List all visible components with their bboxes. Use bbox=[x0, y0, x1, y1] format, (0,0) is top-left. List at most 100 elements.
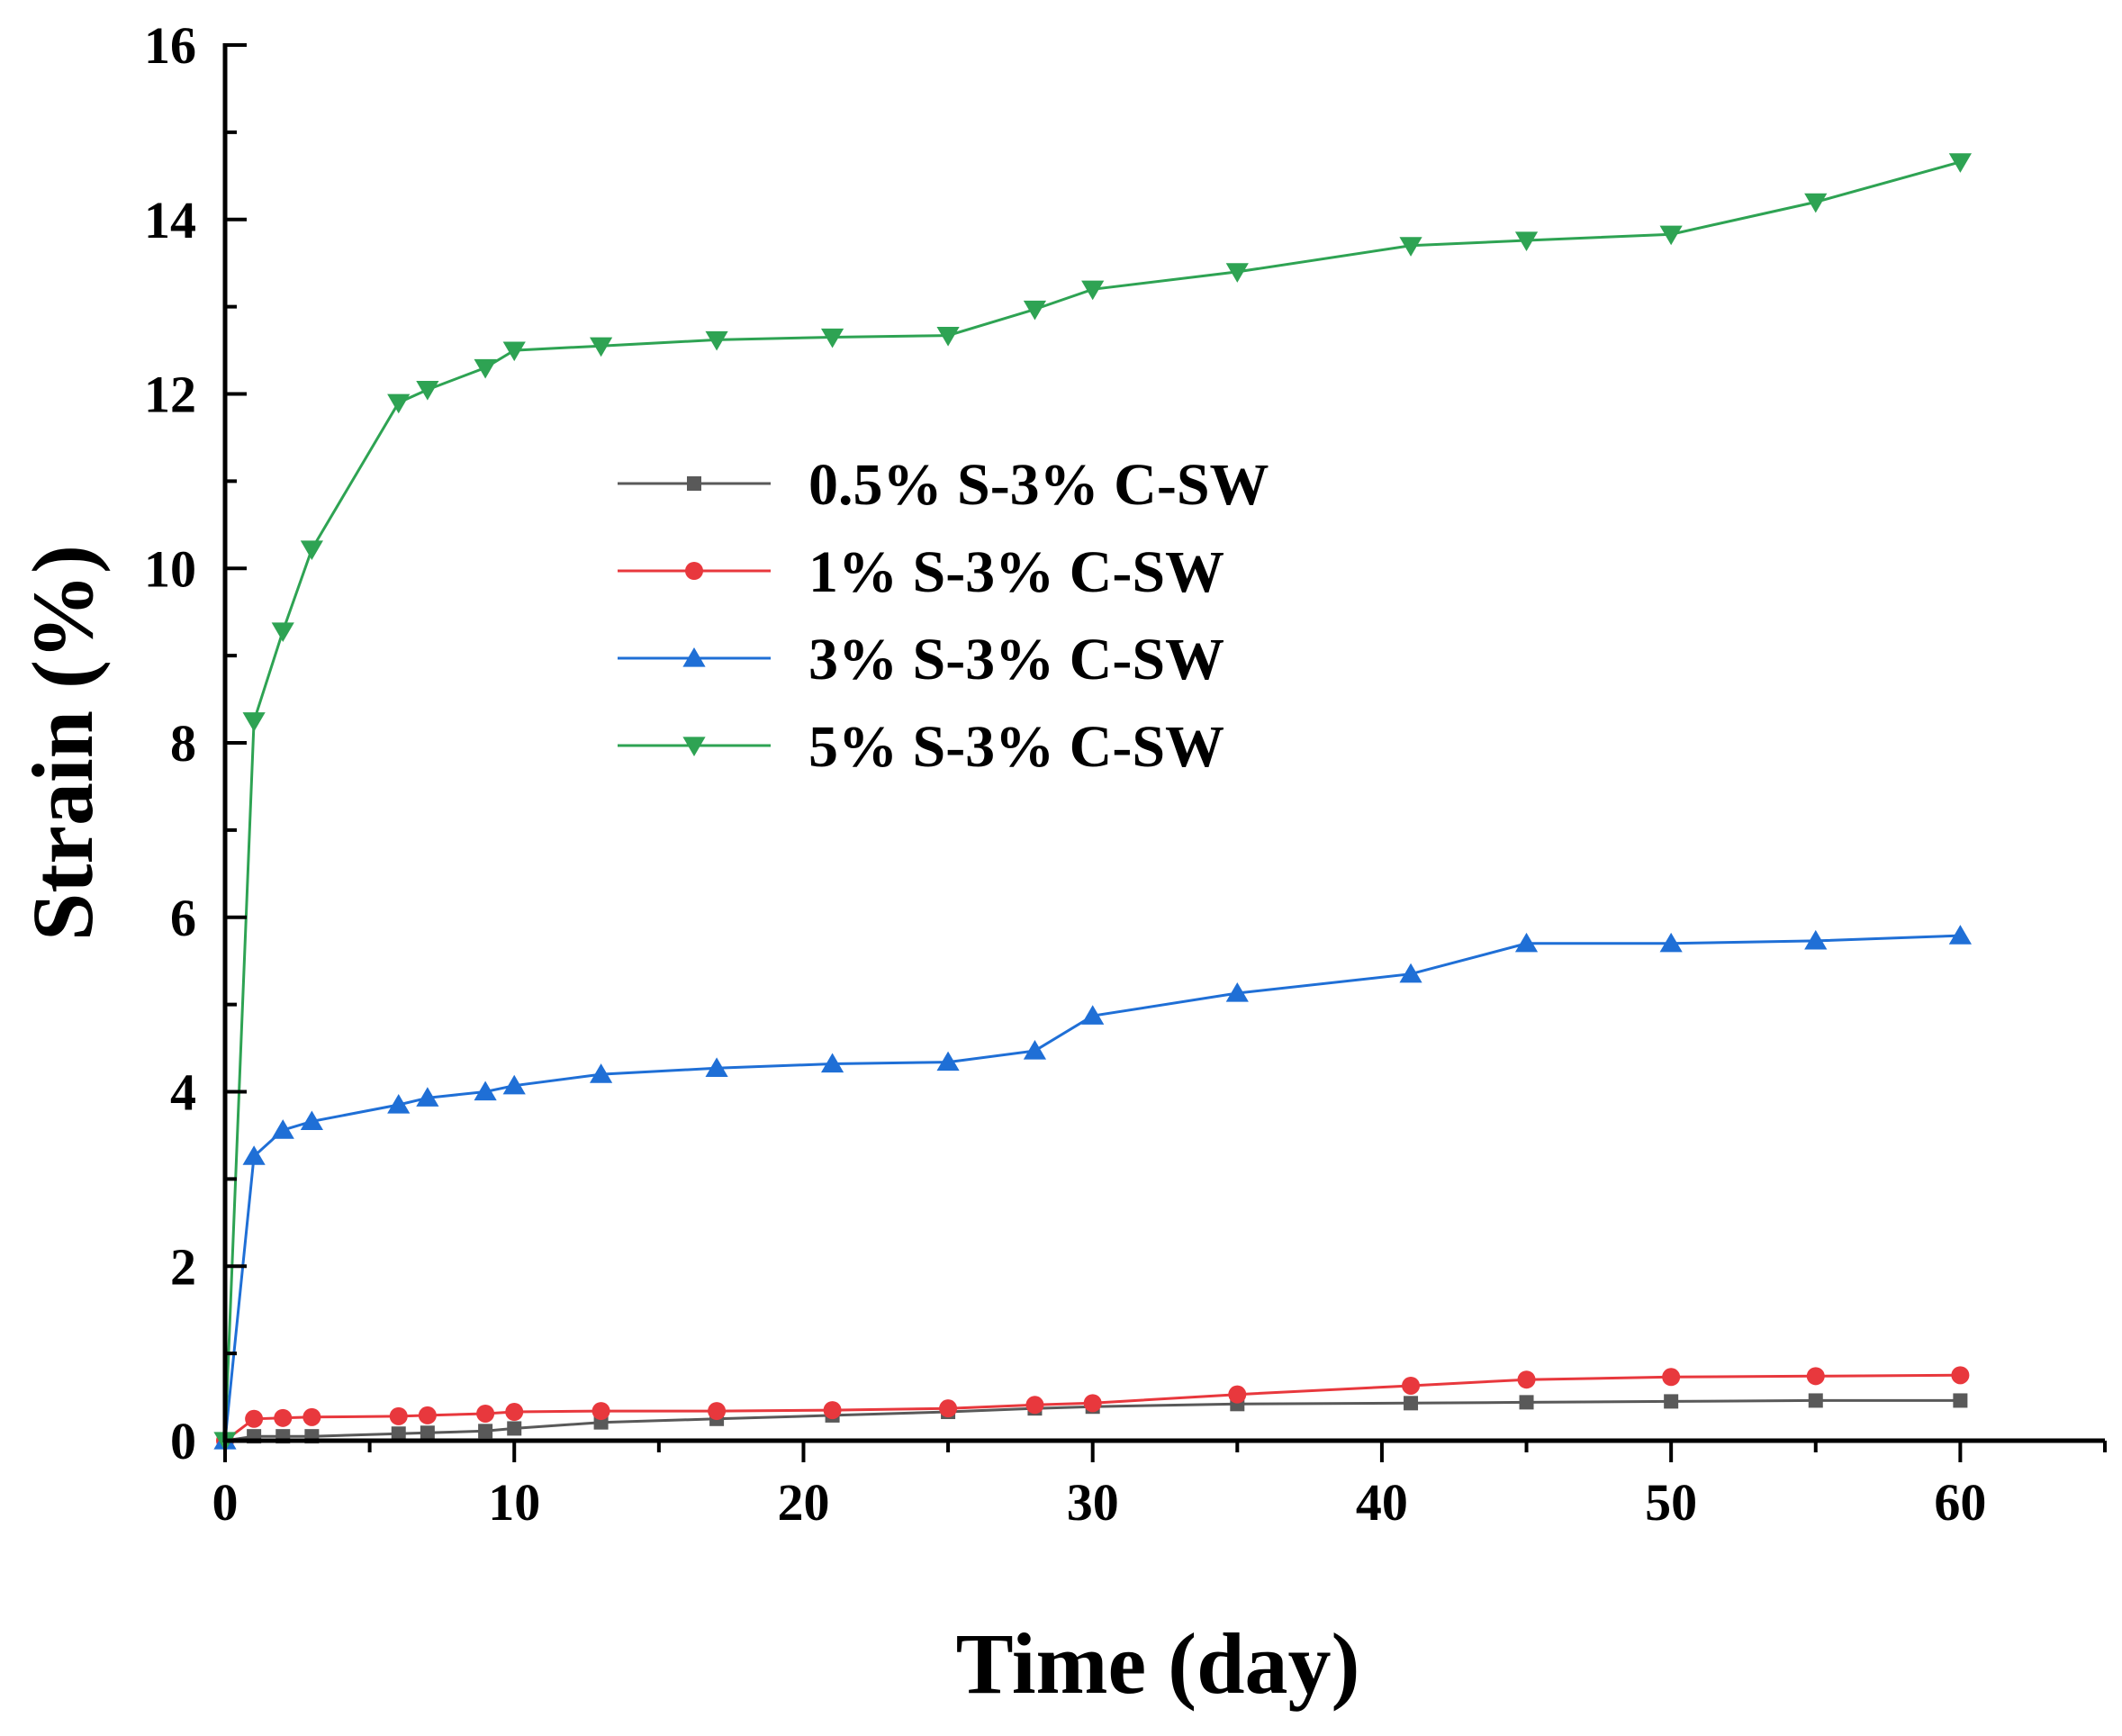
x-tick-label: 60 bbox=[1934, 1473, 1986, 1532]
series-2-point bbox=[708, 1402, 727, 1421]
series-3-point bbox=[300, 1110, 323, 1131]
series-1-point bbox=[391, 1426, 406, 1442]
series-4-point bbox=[1948, 153, 1972, 173]
legend: 0.5% S-3% C-SW 1% S-3% C-SW 3% S-3% C-SW 5%… bbox=[618, 452, 1269, 780]
series-2-point bbox=[1083, 1394, 1102, 1413]
series-3-point bbox=[1399, 963, 1422, 983]
series-3-point bbox=[705, 1057, 728, 1077]
series-1-point bbox=[1953, 1393, 1968, 1408]
legend-entry-1: 0.5% S-3% C-SW bbox=[618, 452, 1269, 518]
series-4 bbox=[213, 153, 1972, 1451]
series-3-point bbox=[936, 1051, 960, 1071]
series-2-point bbox=[418, 1406, 437, 1424]
series-3-point bbox=[1225, 982, 1249, 1002]
series-2-point bbox=[505, 1403, 524, 1422]
legend-marker bbox=[682, 737, 706, 756]
legend-label: 1% S-3% C-SW bbox=[808, 539, 1224, 605]
series-1-line bbox=[224, 1398, 1961, 1442]
series-2-point bbox=[939, 1399, 958, 1418]
legend-label: 0.5% S-3% C-SW bbox=[808, 452, 1269, 518]
legend-marker bbox=[682, 647, 706, 667]
series-1-point bbox=[1808, 1393, 1823, 1408]
series-3-point bbox=[1948, 925, 1972, 945]
x-tick-label: 40 bbox=[1356, 1473, 1408, 1532]
y-axis-title: Strain (%) bbox=[14, 545, 111, 941]
series-2-point bbox=[1806, 1367, 1825, 1386]
series-3-point bbox=[1023, 1039, 1047, 1060]
series-3-point bbox=[1081, 1005, 1105, 1025]
series-1-point bbox=[478, 1424, 493, 1439]
x-tick-label: 30 bbox=[1067, 1473, 1119, 1532]
series-2-point bbox=[1402, 1376, 1421, 1395]
series-2-point bbox=[1517, 1370, 1536, 1389]
series-2-point bbox=[1951, 1366, 1970, 1385]
series-4-line bbox=[223, 160, 1961, 1442]
x-tick-label: 10 bbox=[488, 1473, 540, 1532]
series-2-point bbox=[476, 1404, 495, 1423]
ticks-layer: 0 10 20 30 40 50 60 0 2 4 6 8 10 12 14 16 bbox=[144, 16, 2107, 1532]
series-4-point bbox=[502, 341, 526, 362]
series-4-point bbox=[474, 358, 497, 379]
series-1-point bbox=[1404, 1396, 1419, 1411]
series-4-point bbox=[242, 712, 266, 732]
series-3 bbox=[213, 925, 1972, 1450]
series-4-point bbox=[1023, 300, 1047, 321]
series-2-point bbox=[1228, 1385, 1247, 1404]
series-4-point bbox=[1804, 193, 1828, 213]
series-3-point bbox=[474, 1080, 497, 1101]
y-tick-label: 16 bbox=[144, 16, 196, 75]
legend-entry-2: 1% S-3% C-SW bbox=[618, 539, 1224, 605]
series-4-point bbox=[1225, 263, 1249, 283]
series-2-line bbox=[224, 1373, 1961, 1442]
series-2-point bbox=[302, 1407, 321, 1426]
series-4-point bbox=[271, 622, 294, 642]
series-4-point bbox=[936, 326, 960, 347]
series-4-point bbox=[300, 540, 323, 560]
y-tick-label: 6 bbox=[170, 889, 196, 947]
series-4-point bbox=[1399, 237, 1422, 257]
series-2-point bbox=[823, 1401, 842, 1420]
series-4-point bbox=[590, 337, 613, 357]
series-2-point bbox=[389, 1406, 408, 1425]
series-1-point bbox=[420, 1425, 435, 1441]
y-tick-label: 12 bbox=[144, 366, 196, 424]
series-4-point bbox=[705, 330, 728, 351]
y-tick-label: 8 bbox=[170, 714, 196, 773]
series-2 bbox=[216, 1366, 1970, 1450]
series-3-point bbox=[1659, 932, 1683, 953]
series-4-point bbox=[820, 328, 844, 348]
legend-entry-4: 5% S-3% C-SW bbox=[618, 714, 1224, 780]
y-tick-label: 0 bbox=[170, 1412, 196, 1470]
series-1-point bbox=[1519, 1395, 1534, 1410]
series-3-point bbox=[416, 1087, 439, 1107]
series-2-point bbox=[245, 1409, 264, 1428]
y-tick-label: 10 bbox=[144, 539, 196, 598]
series-4-point bbox=[1659, 225, 1683, 246]
series-4-point bbox=[387, 393, 411, 414]
series-3-line bbox=[223, 934, 1961, 1442]
series-1-point bbox=[507, 1421, 522, 1436]
series-2-point bbox=[274, 1408, 293, 1427]
series-2-point bbox=[1025, 1396, 1044, 1415]
y-tick-label: 2 bbox=[170, 1237, 196, 1296]
series-3-point bbox=[1514, 932, 1539, 953]
series-4-point bbox=[1514, 231, 1539, 251]
series-4-point bbox=[416, 381, 439, 401]
series-4-point bbox=[1081, 280, 1105, 301]
x-tick-label: 20 bbox=[777, 1473, 829, 1532]
x-tick-label: 50 bbox=[1645, 1473, 1697, 1532]
series-2-point bbox=[591, 1402, 610, 1421]
legend-label: 5% S-3% C-SW bbox=[808, 714, 1224, 780]
y-tick-label: 4 bbox=[170, 1063, 196, 1122]
legend-marker bbox=[687, 476, 701, 491]
series-3-point bbox=[387, 1094, 411, 1114]
legend-entry-3: 3% S-3% C-SW bbox=[618, 627, 1224, 692]
series-3-point bbox=[271, 1119, 294, 1139]
series-3-point bbox=[242, 1145, 266, 1165]
x-axis-title: Time (day) bbox=[956, 1615, 1360, 1712]
legend-label: 3% S-3% C-SW bbox=[808, 627, 1224, 692]
x-tick-label: 0 bbox=[212, 1473, 239, 1532]
y-tick-label: 14 bbox=[144, 191, 196, 249]
legend-marker bbox=[685, 562, 703, 580]
